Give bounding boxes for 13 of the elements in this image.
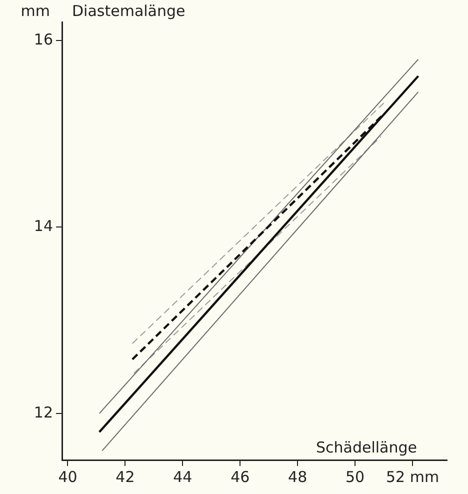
y-tick-label: 14 — [34, 216, 53, 235]
x-tick-label: 50 — [346, 468, 365, 486]
x-tick-label: 42 — [116, 468, 135, 486]
x-tick-label: 52 mm — [386, 468, 440, 486]
y-tick-label: 12 — [34, 403, 53, 422]
x-tick-label: 46 — [230, 468, 250, 486]
x-tick-label: 40 — [58, 468, 78, 486]
x-axis-title: Schädellänge — [316, 438, 417, 456]
x-tick-label: 48 — [288, 468, 308, 486]
x-tick-label: 44 — [173, 468, 192, 486]
text: mm — [20, 2, 50, 20]
y-axis-title: Diastemalänge — [72, 2, 186, 20]
y-tick-label: 16 — [34, 30, 53, 49]
